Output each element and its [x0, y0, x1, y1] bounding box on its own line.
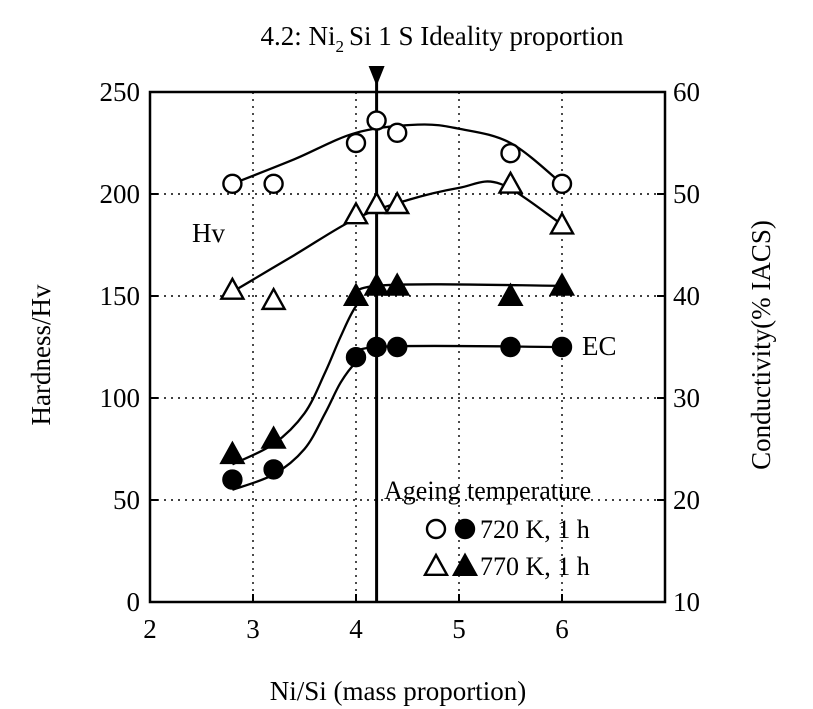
y-left-tick-label: 200 [100, 179, 141, 209]
data-point [342, 282, 370, 306]
y-axis-right-label: Conductivity(% IACS) [746, 220, 776, 470]
data-point [384, 272, 411, 296]
y-right-tick-label: 20 [673, 485, 700, 515]
data-point [548, 272, 576, 296]
data-point [548, 211, 576, 235]
data-point [497, 282, 524, 306]
data-point [387, 336, 408, 358]
legend-marker-filled-triangle [451, 552, 479, 576]
y-right-tick-label: 50 [673, 179, 700, 209]
data-point [500, 142, 521, 164]
y-left-tick-label: 50 [113, 485, 140, 515]
legend-title: Ageing temperature [384, 476, 591, 505]
data-point [497, 170, 524, 194]
data-point [260, 286, 287, 311]
data-point [500, 336, 521, 358]
data-point [260, 425, 287, 449]
ideal-ratio-arrow [368, 66, 385, 86]
x-tick-label: 4 [349, 614, 363, 644]
y-left-tick-label: 250 [100, 77, 141, 107]
x-tick-label: 6 [555, 614, 569, 644]
x-tick-label: 5 [452, 614, 466, 644]
data-point [219, 276, 246, 300]
data-point [363, 190, 390, 215]
y-right-tick-label: 60 [673, 77, 700, 107]
data-point [263, 173, 284, 195]
fit-curve [231, 180, 563, 293]
chart-title: 4.2: Ni2 Si 1 S Ideality proportion [261, 21, 624, 56]
legend-entry-720: 720 K, 1 h [480, 515, 590, 544]
y-left-tick-label: 150 [100, 281, 141, 311]
y-right-tick-label: 10 [673, 587, 700, 617]
y-left-tick-label: 100 [100, 383, 141, 413]
legend-marker-open-circle [425, 518, 447, 540]
data-point [263, 459, 284, 480]
x-tick-label: 2 [143, 614, 157, 644]
data-point [222, 173, 243, 195]
legend-marker-open-triangle [422, 552, 450, 576]
data-point [363, 272, 390, 296]
legend-entry-770: 770 K, 1 h [480, 552, 590, 581]
data-point [366, 336, 387, 358]
y-right-tick-label: 40 [673, 281, 700, 311]
data-point [219, 440, 246, 465]
y-right-tick-label: 30 [673, 383, 700, 413]
data-point [384, 190, 411, 215]
x-tick-label: 3 [246, 614, 260, 644]
hv-annotation: Hv [192, 218, 225, 248]
fit-curve [231, 283, 563, 466]
x-axis-label: Ni/Si (mass proportion) [270, 676, 527, 706]
data-point [345, 347, 367, 368]
data-point [387, 122, 408, 144]
data-point [366, 110, 387, 131]
y-left-tick-label: 0 [127, 587, 141, 617]
legend-marker-filled-circle [454, 518, 476, 540]
y-axis-left-label: Hardness/Hv [26, 284, 56, 425]
data-point [551, 336, 573, 358]
data-point [345, 132, 367, 154]
data-point [342, 200, 370, 225]
ec-annotation: EC [582, 331, 617, 361]
data-point [551, 173, 573, 195]
plot-frame [148, 90, 667, 604]
data-point [222, 469, 243, 490]
legend: Ageing temperature 720 K, 1 h 770 K, 1 h [384, 476, 591, 581]
data-points [219, 110, 576, 490]
vertical-marker [368, 66, 385, 602]
